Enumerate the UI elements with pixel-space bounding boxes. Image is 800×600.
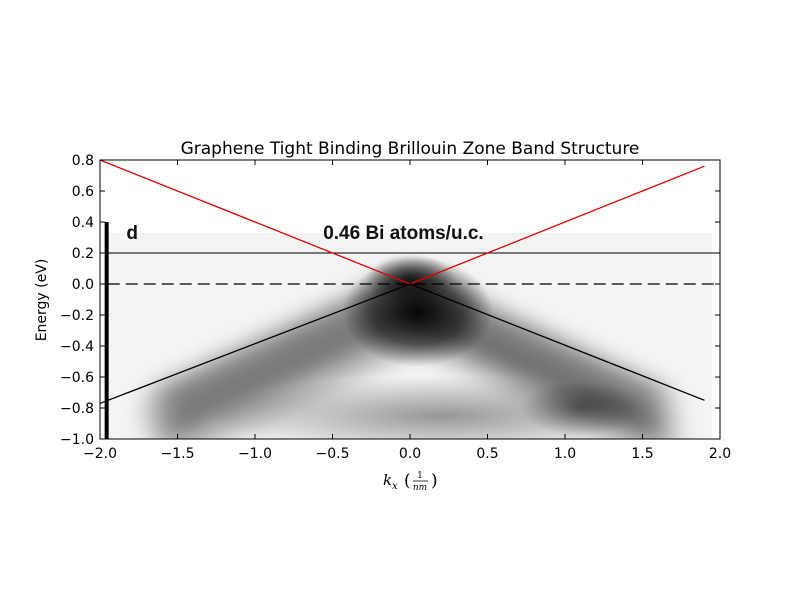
panel-letter: d	[126, 223, 138, 244]
x-tick-label: 2.0	[709, 446, 731, 462]
x-tick-label: −2.0	[83, 446, 117, 462]
y-tick-label: 0.2	[72, 246, 94, 262]
dirac-intensity-top	[365, 254, 455, 305]
lower-intensity-right	[520, 380, 641, 436]
y-tick-label: −0.6	[60, 370, 94, 386]
x-tick-label: 0.0	[399, 446, 421, 462]
chart-title: Graphene Tight Binding Brillouin Zone Ba…	[181, 139, 640, 159]
y-tick-label: −0.8	[60, 401, 94, 417]
x-label-unit-numerator: 1	[417, 471, 423, 481]
x-label-close-paren: )	[431, 471, 438, 491]
lower-band-line	[100, 283, 705, 405]
y-axis-ticks: −1.0 −0.8 −0.6 −0.4 −0.2 0.0 0.2 0.4 0.6 0.8	[60, 153, 720, 448]
panel-annotation: 0.46 Bi atoms/u.c.	[323, 223, 484, 244]
x-tick-label: −0.5	[316, 446, 350, 462]
x-tick-label: 0.5	[476, 446, 498, 462]
x-tick-label: 1.5	[631, 446, 653, 462]
y-tick-label: 0.6	[72, 184, 94, 200]
x-label-open-paren: (	[404, 471, 411, 491]
x-tick-label: −1.5	[161, 446, 195, 462]
y-axis-label: Energy (eV)	[34, 259, 50, 342]
x-tick-label: 1.0	[554, 446, 576, 462]
panel-edge-bar	[104, 222, 109, 439]
y-tick-label: −1.0	[60, 432, 94, 448]
y-tick-label: −0.4	[60, 339, 94, 355]
y-tick-label: 0.4	[72, 215, 94, 231]
reference-lines	[107, 252, 720, 285]
band-lines	[100, 160, 705, 405]
x-label-subscript: x	[392, 481, 398, 492]
arpes-background-image: d 0.46 Bi atoms/u.c.	[104, 222, 713, 439]
x-axis-ticks: −2.0 −1.5 −1.0 −0.5 0.0 0.5 1.0 1.5 2.0	[83, 160, 731, 462]
y-tick-label: −0.2	[60, 308, 94, 324]
y-tick-label: 0.0	[72, 277, 94, 293]
x-label-symbol: k	[383, 471, 392, 489]
x-tick-label: −1.0	[238, 446, 272, 462]
y-tick-label: 0.8	[72, 153, 94, 169]
x-label-unit-denominator: nm	[413, 483, 427, 493]
x-axis-label: k x ( 1 nm )	[383, 471, 438, 493]
